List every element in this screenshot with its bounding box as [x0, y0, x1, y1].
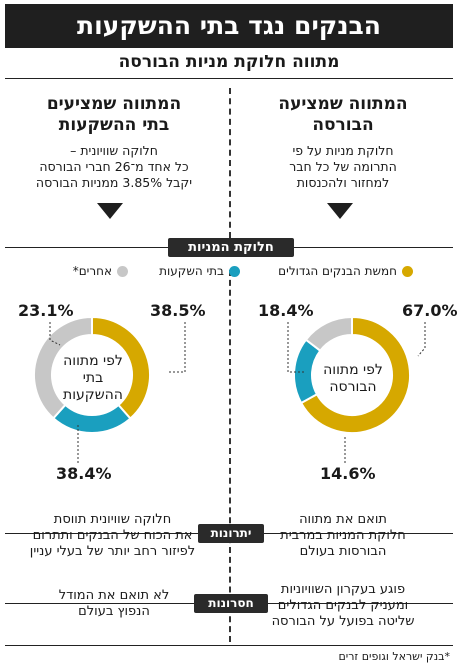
left-column-heading: המתווה שמציעים בתי ההשקעות: [46, 94, 182, 135]
left-disadvantages: לא תואם את המודל הנפוץ בעולם: [58, 588, 170, 619]
footnote: *בנק ישראל וגופים זרים: [338, 650, 450, 663]
right-pct-investment-houses: 18.4%: [258, 301, 314, 320]
right-donut-center-label: לפי מתווה הבורסה: [323, 362, 383, 395]
main-title: הבנקים נגד בתי ההשקעות: [5, 4, 453, 48]
donut-exchange-plan: [293, 315, 411, 434]
left-advantages: חלוקה שוויונית תווסת את הכוח של הבנקים ו…: [29, 512, 196, 559]
right-pct-banks: 67.0%: [402, 301, 458, 320]
subtitle: מתווה חלוקת מניות הבורסה: [118, 52, 340, 72]
advantages-tag: יתרונות: [198, 524, 264, 543]
others-swatch: [117, 265, 128, 277]
left-slice-others: [33, 315, 93, 420]
banks-swatch: [402, 265, 413, 277]
right-column-heading: המתווה שמציעה הבורסה: [278, 94, 408, 135]
left-arrow-down-icon: [97, 203, 123, 219]
top-divider: [5, 78, 453, 79]
right-slice-others: [304, 315, 353, 353]
right-slice-banks: [299, 315, 411, 434]
left-column-description: חלוקה שוויונית – כל אחד מ־26 חברי הבורסה…: [35, 143, 193, 190]
left-slice-investment-houses: [51, 403, 132, 434]
right-column-description: חלוקת מניות על פי התרומה של כל חבר למחזו…: [289, 143, 397, 190]
column-divider-bottom: [229, 270, 231, 642]
legend-others: אחרים*: [73, 263, 128, 279]
leader-lines: [49, 322, 426, 463]
investment-houses-swatch: [229, 265, 240, 277]
right-advantages: תואם את מתווה חלוקת המניות במרבית הבורסו…: [280, 512, 406, 559]
donut-investment-houses-plan: [33, 315, 151, 434]
left-donut-center-label: לפי מתווה בתי ההשקעות: [63, 353, 123, 403]
section-tag: חלוקת המניות: [168, 238, 294, 257]
right-arrow-down-icon: [327, 203, 353, 219]
legend-investment-houses: בתי השקעות: [159, 263, 240, 279]
legend-banks: חמשת הבנקים הגדולים: [278, 263, 413, 279]
left-pct-others: 38.4%: [56, 464, 112, 483]
left-pct-banks: 38.5%: [150, 301, 206, 320]
right-pct-others: 14.6%: [320, 464, 376, 483]
right-disadvantages: פוגע בעקרון השוויוניות ומעניק לבנקים הגד…: [271, 582, 415, 629]
disadvantages-tag: חסרונות: [194, 594, 268, 613]
left-pct-investment-houses: 23.1%: [18, 301, 74, 320]
column-divider-top: [229, 88, 231, 238]
bottom-divider: [5, 645, 453, 646]
